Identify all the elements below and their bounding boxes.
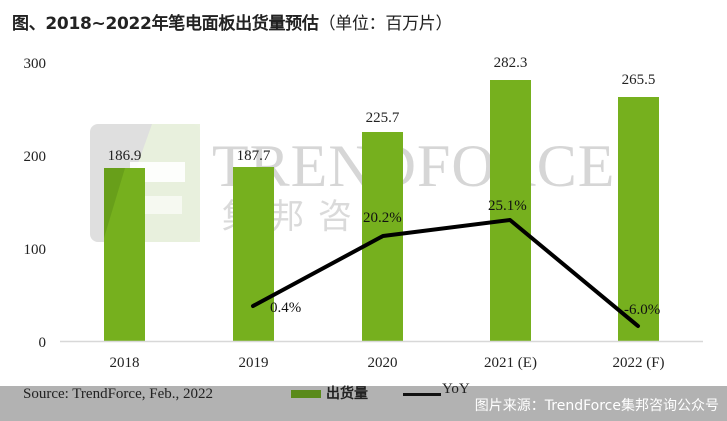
legend-line-label: YoY [442, 381, 470, 397]
yoy-label-2022: -6.0% [624, 302, 660, 318]
y-tick-100: 100 [24, 242, 47, 258]
yoy-label-2020: 20.2% [363, 210, 402, 226]
image-credit: 图片来源：TrendForce集邦咨询公众号 [474, 398, 719, 414]
yoy-label-2019: 0.4% [270, 300, 301, 316]
chart-title-unit: （单位：百万片） [318, 14, 453, 34]
yoy-labels: 0.4% 20.2% 25.1% -6.0% [270, 198, 660, 318]
yoy-line [251, 218, 640, 328]
bar-label-2021: 282.3 [494, 55, 528, 71]
yoy-label-2021: 25.1% [488, 198, 527, 214]
bar-2022 [618, 97, 659, 341]
x-tick-2022: 2022 (F) [612, 355, 664, 371]
bar-label-2019: 187.7 [237, 148, 271, 164]
legend-line-swatch-icon [403, 393, 441, 396]
footer-bar [0, 386, 727, 421]
bar-2019 [233, 167, 274, 341]
watermark-brand: TRENDFORCE [212, 133, 615, 199]
bar-series [104, 80, 659, 341]
y-tick-0: 0 [39, 335, 47, 351]
x-tick-2021: 2021 (E) [484, 355, 537, 371]
chart-title-main: 图、2018~2022年笔电面板出货量预估 [12, 14, 319, 34]
legend-bar-label: 出货量 [326, 386, 368, 402]
y-tick-200: 200 [24, 149, 47, 165]
bar-label-2022: 265.5 [622, 72, 656, 88]
x-tick-2020: 2020 [368, 355, 398, 371]
bar-2021 [490, 80, 531, 341]
y-axis: 300 200 100 0 [24, 56, 47, 351]
legend-bar-swatch-icon [291, 390, 321, 398]
x-tick-2019: 2019 [239, 355, 269, 371]
y-tick-300: 300 [24, 56, 47, 72]
x-axis: 2018 2019 2020 2021 (E) 2022 (F) [110, 355, 665, 371]
watermark-overlay [104, 168, 125, 238]
chart-title: 图、2018~2022年笔电面板出货量预估（单位：百万片） [12, 9, 452, 34]
source-note: Source: TrendForce, Feb., 2022 [23, 386, 213, 402]
bar-value-labels: 186.9 187.7 225.7 282.3 265.5 [108, 55, 656, 164]
bar-label-2018: 186.9 [108, 148, 142, 164]
x-tick-2018: 2018 [110, 355, 140, 371]
bar-label-2020: 225.7 [366, 110, 400, 126]
watermark: TRENDFORCE 集邦咨询 [90, 124, 615, 242]
